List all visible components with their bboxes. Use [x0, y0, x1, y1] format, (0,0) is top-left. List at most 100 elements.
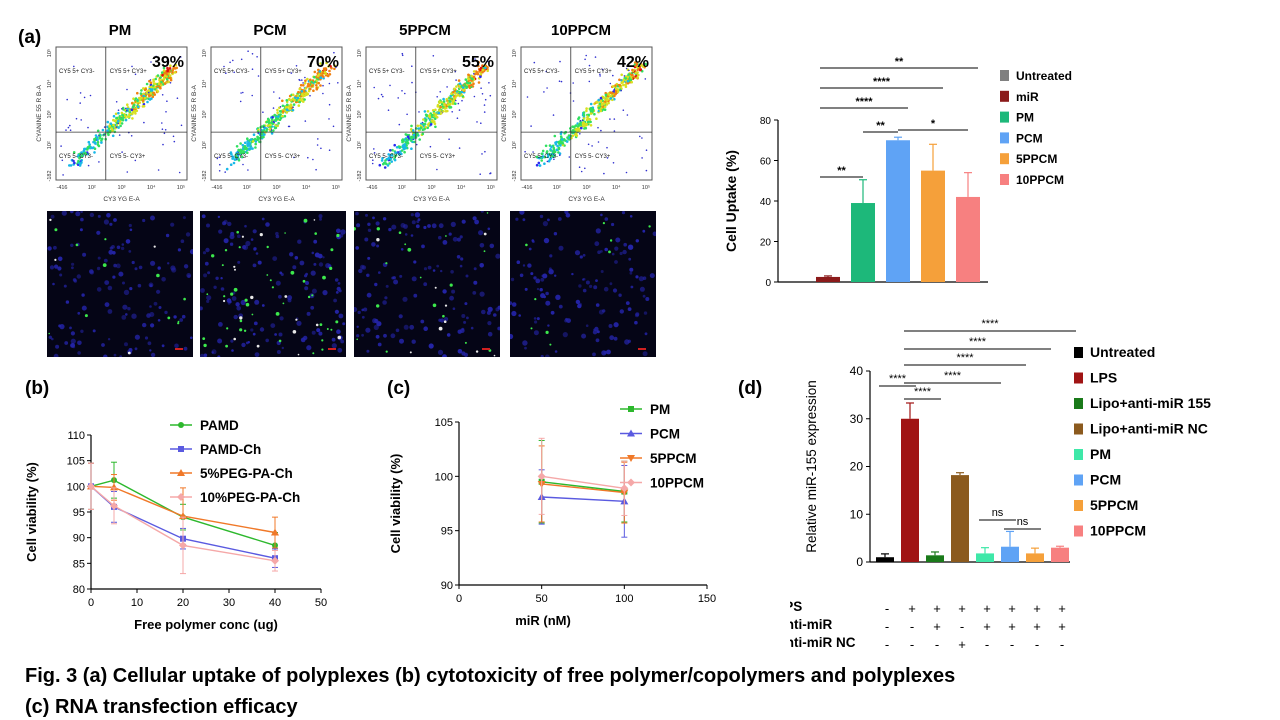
- flow-event-dot: [142, 102, 146, 106]
- nucleus-dot: [131, 260, 135, 265]
- flow-event-dot: [302, 84, 305, 87]
- nucleus-dot: [70, 343, 75, 348]
- flow-event-dot: [333, 64, 337, 67]
- flow-event-dot: [243, 141, 247, 145]
- nucleus-dot: [57, 256, 63, 262]
- nucleus-dot: [317, 253, 323, 259]
- flow-event-dot: [163, 74, 167, 77]
- flow-event-dot: [312, 158, 314, 161]
- nucleus-dot: [579, 255, 583, 259]
- flow-event-dot: [322, 84, 324, 87]
- flow-event-dot: [597, 98, 600, 102]
- flow-event-dot: [640, 64, 643, 67]
- flow-event-dot: [87, 164, 90, 167]
- flow-event-dot: [323, 71, 327, 74]
- flow-event-dot: [543, 91, 545, 93]
- flow-event-dot: [585, 123, 588, 127]
- flow-event-dot: [278, 110, 282, 113]
- fluorescence-dot: [407, 247, 412, 252]
- legend-label: PM: [650, 402, 670, 417]
- flow-y-tick-label: 10²: [202, 141, 208, 149]
- nucleus-dot: [109, 246, 113, 250]
- flow-x-axis-label: CY3 YG E-A: [568, 196, 605, 203]
- flow-event-dot: [131, 106, 135, 109]
- nucleus-dot: [355, 211, 359, 216]
- flow-event-dot: [138, 98, 142, 102]
- flow-y-tick-label: 10⁴: [511, 79, 518, 88]
- flow-x-axis-label: CY3 YG E-A: [258, 196, 295, 203]
- flow-event-dot: [587, 117, 590, 121]
- flow-event-dot: [434, 115, 438, 118]
- nucleus-dot: [231, 296, 237, 301]
- nucleus-dot: [123, 289, 130, 296]
- legend-label: 5PPCM: [650, 451, 697, 466]
- y-tick-label: 90: [441, 580, 453, 592]
- fluorescence-dot: [444, 304, 448, 307]
- flow-plot-1: CY5 5+ CY3- CY5 5+ CY3+CY5 5- CY3- CY5 5- …: [191, 46, 343, 203]
- data-point: [271, 556, 279, 565]
- flow-event-dot: [290, 72, 293, 74]
- flow-event-dot: [299, 83, 303, 87]
- quadrant-label-lr: CY5 5- CY3+: [265, 154, 301, 160]
- flow-event-dot: [251, 147, 254, 150]
- flow-event-dot: [579, 119, 582, 122]
- nucleus-dot: [322, 256, 325, 259]
- x-tick-label: 0: [456, 593, 462, 605]
- nucleus-dot: [372, 318, 378, 324]
- flow-event-dot: [484, 150, 486, 153]
- nucleus-dot: [313, 239, 318, 244]
- flow-event-dot: [439, 91, 442, 93]
- significance-label: *: [931, 118, 936, 130]
- nucleus-dot: [614, 260, 618, 264]
- nucleus-dot: [613, 336, 618, 341]
- nucleus-dot: [611, 222, 615, 227]
- flow-event-dot: [397, 152, 401, 156]
- nucleus-dot: [411, 220, 416, 225]
- flow-event-dot: [418, 111, 420, 113]
- nucleus-dot: [107, 309, 113, 314]
- scale-bar: [638, 348, 646, 350]
- y-tick-label: 0: [765, 278, 771, 289]
- nucleus-dot: [595, 338, 600, 343]
- nucleus-dot: [356, 223, 361, 228]
- fluorescence-dot: [486, 212, 489, 214]
- flow-event-dot: [158, 78, 161, 82]
- flow-event-dot: [405, 138, 408, 141]
- flow-event-dot: [229, 61, 231, 64]
- flow-event-dot: [473, 95, 476, 98]
- nucleus-dot: [557, 217, 562, 221]
- flow-event-dot: [454, 70, 457, 73]
- flow-event-dot: [229, 151, 233, 154]
- nucleus-dot: [81, 305, 87, 311]
- nucleus-dot: [383, 333, 387, 338]
- flow-x-tick-label: 10⁵: [332, 184, 340, 191]
- fluorescence-dot: [376, 227, 380, 231]
- data-point: [178, 446, 184, 452]
- significance-label: ****: [969, 336, 987, 348]
- flow-event-dot: [98, 134, 100, 137]
- flow-event-dot: [157, 169, 160, 171]
- nucleus-dot: [595, 279, 598, 282]
- flow-event-dot: [87, 140, 91, 144]
- flow-event-dot: [243, 144, 247, 148]
- flow-event-dot: [556, 144, 559, 148]
- nucleus-dot: [334, 278, 339, 282]
- flow-event-dot: [218, 156, 221, 159]
- nucleus-dot: [399, 338, 404, 344]
- treatment-row-label: Anti-miR: [790, 617, 832, 632]
- flow-event-dot: [122, 108, 125, 111]
- nucleus-dot: [574, 250, 581, 256]
- flow-event-dot: [281, 104, 285, 108]
- flow-event-dot: [620, 73, 623, 77]
- flow-event-dot: [429, 145, 432, 148]
- flow-event-dot: [235, 145, 239, 148]
- flow-event-dot: [609, 97, 613, 100]
- flow-event-dot: [535, 163, 539, 167]
- flow-event-dot: [79, 102, 81, 104]
- flow-event-dot: [304, 76, 306, 79]
- flow-event-dot: [328, 103, 331, 106]
- nucleus-dot: [220, 287, 225, 291]
- flow-event-dot: [417, 127, 421, 130]
- nucleus-dot: [358, 268, 363, 274]
- nucleus-dot: [545, 300, 551, 306]
